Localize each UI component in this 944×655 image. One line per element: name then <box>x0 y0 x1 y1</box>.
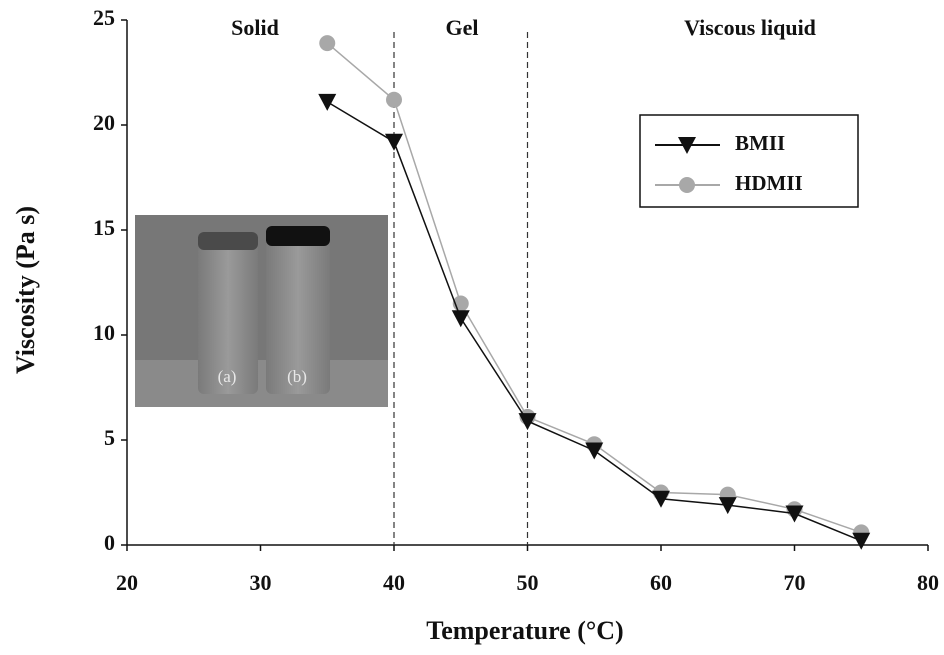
inset-label: (a) <box>218 367 237 386</box>
legend-marker <box>678 137 696 154</box>
x-tick-label: 50 <box>517 570 539 595</box>
y-tick-label: 20 <box>93 110 115 135</box>
marker <box>318 93 337 111</box>
legend-label: HDMII <box>735 171 803 195</box>
x-tick-label: 20 <box>116 570 138 595</box>
marker <box>451 310 470 328</box>
photo-table <box>135 360 388 407</box>
vial-content <box>266 226 330 246</box>
marker <box>585 442 604 460</box>
vial-content <box>198 232 258 250</box>
y-tick-label: 10 <box>93 320 115 345</box>
marker <box>718 497 737 515</box>
legend-marker <box>679 177 695 193</box>
region-label: Viscous liquid <box>684 15 816 40</box>
y-tick-label: 5 <box>104 425 115 450</box>
marker <box>852 532 871 550</box>
vial <box>198 232 258 394</box>
inset-label: (b) <box>287 367 307 386</box>
x-axis-title: Temperature (°C) <box>426 616 623 645</box>
legend <box>639 114 859 208</box>
marker <box>386 91 402 108</box>
x-tick-label: 70 <box>784 570 806 595</box>
marker <box>385 133 403 151</box>
x-tick-label: 40 <box>383 570 405 595</box>
y-tick-label: 15 <box>93 215 115 240</box>
y-tick-label: 0 <box>104 530 115 555</box>
marker <box>652 490 670 508</box>
marker <box>785 505 804 523</box>
y-axis-title: Viscosity (Pa s) <box>11 206 40 374</box>
region-label: Solid <box>231 15 279 40</box>
vial <box>266 226 330 394</box>
legend-label: BMII <box>735 131 785 155</box>
marker <box>518 413 537 431</box>
y-tick-label: 25 <box>93 5 115 30</box>
x-tick-label: 80 <box>917 570 939 595</box>
region-label: Gel <box>446 15 479 40</box>
x-tick-label: 30 <box>250 570 272 595</box>
marker <box>319 35 336 52</box>
inset-photo: (a) (b) <box>135 215 388 407</box>
x-tick-label: 60 <box>650 570 672 595</box>
